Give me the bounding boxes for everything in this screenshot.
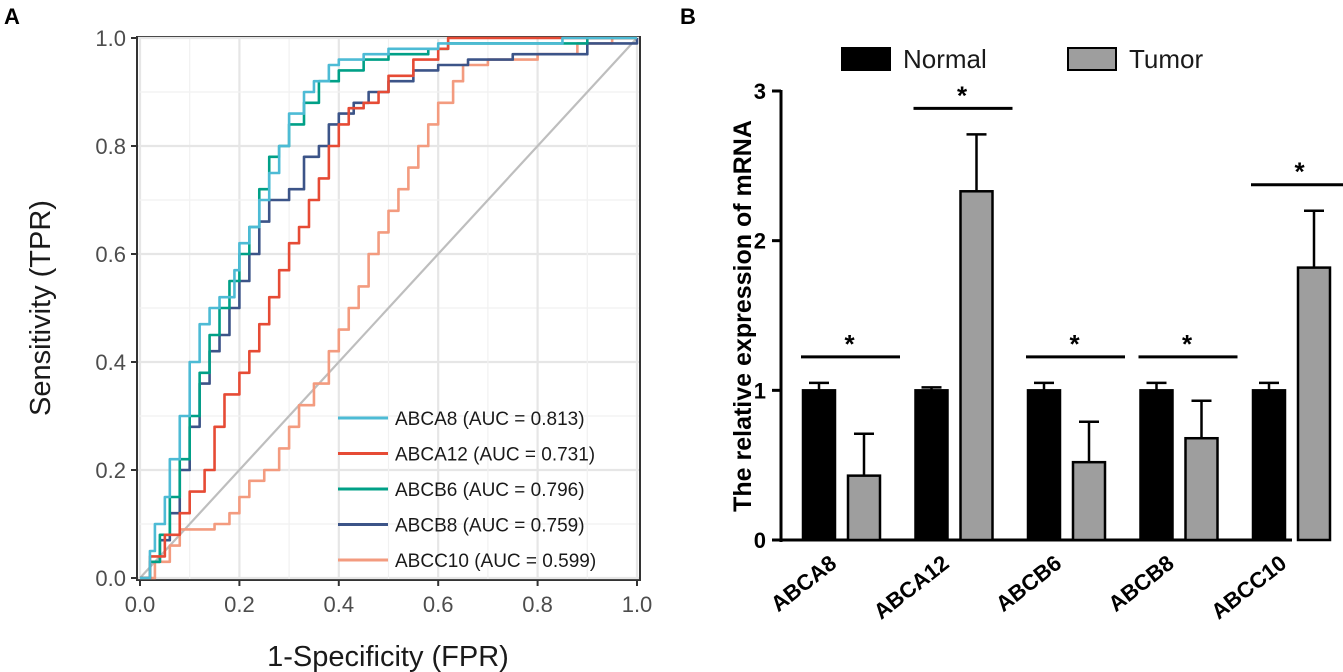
legend-label-abca8-auc-0-813: ABCA8 (AUC = 0.813) (395, 409, 585, 430)
legend-swatch-tumor (1067, 47, 1117, 71)
y-tick-label: 0.0 (95, 566, 126, 591)
x-tick-label: 0.2 (224, 592, 255, 617)
y-tick-label: 0.4 (95, 350, 126, 375)
roc-lines (139, 36, 639, 580)
bar-tumor-abca8 (846, 474, 882, 542)
legend-swatch-normal (841, 47, 891, 71)
roc-ticks: 0.0 0.2 0.4 0.6 0.8 1.0 0.0 0.2 0.4 0.6 0.8 1.0 (95, 26, 652, 617)
x-tick-label: 0.4 (324, 592, 355, 617)
bar-legend: Normal Tumor (841, 44, 1203, 74)
legend-label-abca12-auc-0-731: ABCA12 (AUC = 0.731) (395, 445, 595, 466)
bar-normal-abcb6 (1026, 389, 1062, 542)
bar-normal-abca12 (914, 389, 949, 542)
category-label-abca8: ABCA8 (766, 550, 841, 616)
legend-label-abcb6-auc-0-796: ABCB6 (AUC = 0.796) (395, 480, 585, 501)
legend-label-abcb8-auc-0-759: ABCB8 (AUC = 0.759) (395, 516, 585, 537)
y-tick-label: 1 (754, 378, 766, 403)
bar-normal-abca8 (801, 389, 837, 542)
y-tick-label: 2 (754, 229, 766, 254)
roc-line-abca8-auc-0-813 (140, 36, 637, 580)
bar-tumor-abca12 (959, 190, 994, 542)
bar-tumor-abcb8 (1184, 436, 1219, 542)
x-tick-label: 0.0 (125, 592, 156, 617)
x-tick-label: 0.6 (423, 592, 454, 617)
significance-star-abcc10: * (1294, 157, 1305, 187)
category-label-abca12: ABCA12 (869, 550, 954, 624)
panel-b-label: B (680, 4, 696, 29)
roc-chart: 0.0 0.2 0.4 0.6 0.8 1.0 0.0 0.2 0.4 0.6 0.8 1.0 ABC… (25, 26, 652, 672)
roc-reference-line (139, 37, 638, 579)
bar-tumor-abcc10 (1296, 266, 1332, 542)
significance-star-abcb6: * (1069, 329, 1080, 359)
y-tick-label: 0.2 (95, 458, 126, 483)
bar-normal-abcb8 (1139, 389, 1174, 542)
roc-x-axis-label: 1-Specificity (FPR) (267, 641, 509, 672)
y-tick-label: 0.8 (95, 134, 126, 159)
significance-star-abcb8: * (1182, 329, 1193, 359)
panel-a-label: A (4, 4, 20, 29)
category-label-abcb8: ABCB8 (1103, 550, 1178, 616)
roc-line-abcb8-auc-0-759 (140, 38, 639, 580)
bar-bars: * * * * * (801, 80, 1343, 542)
bar-normal-abcc10 (1251, 389, 1287, 542)
significance-star-abca12: * (957, 80, 968, 110)
category-label-abcc10: ABCC10 (1206, 550, 1291, 624)
roc-legend: ABCA8 (AUC = 0.813) ABCA12 (AUC = 0.731) A… (338, 409, 596, 572)
y-tick-label: 0.6 (95, 242, 126, 267)
x-tick-label: 1.0 (622, 592, 653, 617)
legend-label-tumor: Tumor (1129, 44, 1203, 74)
legend-label-abcc10-auc-0-599: ABCC10 (AUC = 0.599) (395, 551, 596, 572)
bar-category-labels: ABCA8 ABCA12 ABCB6 ABCB8 ABCC10 (766, 550, 1291, 624)
bar-tumor-abcb6 (1071, 460, 1107, 542)
y-tick-label: 3 (754, 79, 766, 104)
y-tick-label: 0 (754, 528, 766, 553)
y-tick-label: 1.0 (95, 26, 126, 51)
bar-y-axis-label: The relative expression of mRNA (729, 120, 757, 512)
roc-y-axis-label: Sensitivity (TPR) (25, 200, 57, 416)
significance-star-abca8: * (844, 329, 855, 359)
x-tick-label: 0.8 (522, 592, 553, 617)
legend-label-normal: Normal (903, 44, 987, 74)
roc-line-abcc10-auc-0-599 (140, 36, 637, 580)
roc-line-abca12-auc-0-731 (140, 36, 637, 580)
category-label-abcb6: ABCB6 (991, 550, 1066, 616)
